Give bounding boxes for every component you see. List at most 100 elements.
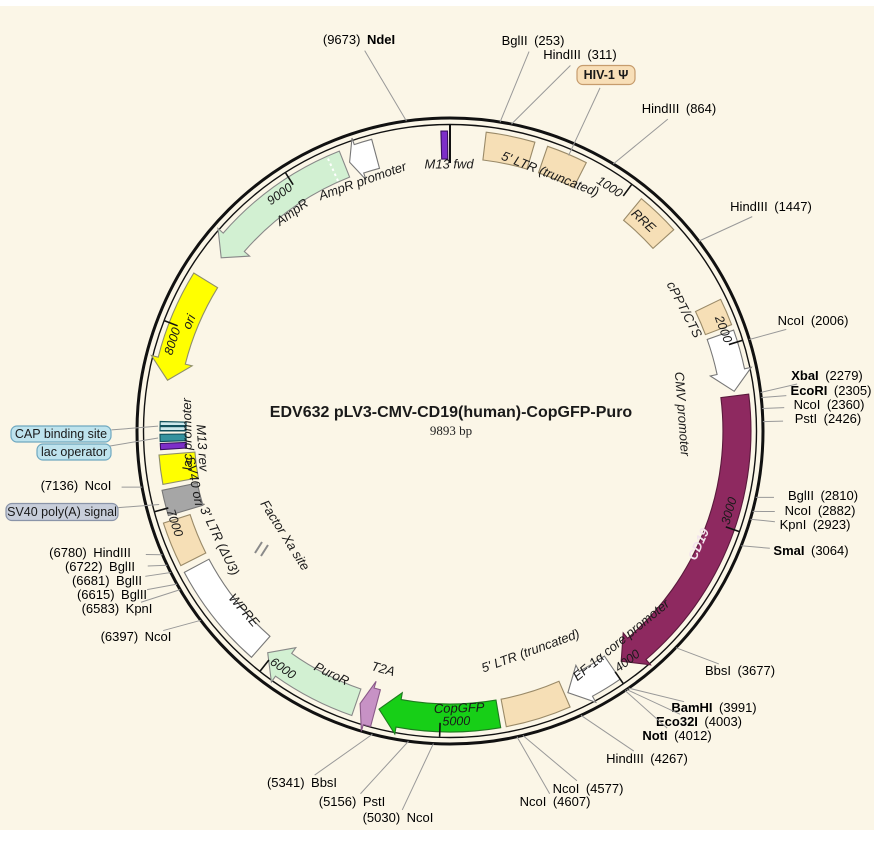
enzyme-site-hindiii-864[interactable]: HindIII (864) (642, 101, 716, 116)
cap-binding-site-label[interactable]: CAP binding site (15, 427, 107, 441)
enzyme-site-hindiii-4267[interactable]: HindIII (4267) (606, 751, 688, 766)
feature-sv40-polya-signal[interactable] (161, 482, 204, 517)
leader-noti-4012 (624, 690, 668, 729)
enzyme-site-ndei-9673[interactable]: (9673) NdeI (323, 32, 395, 47)
feature-cmv-promoter[interactable] (706, 329, 753, 393)
enzyme-site-ncoi-2360[interactable]: NcoI (2360) (794, 397, 865, 412)
leader-lac-operator-label (109, 437, 159, 447)
tick-7000 (154, 507, 169, 513)
leader-hindiii-4267 (580, 714, 635, 752)
enzyme-site-bglii-2810[interactable]: BglII (2810) (788, 488, 858, 503)
leader-ncoi-2006 (749, 328, 787, 340)
sv40-polya-label[interactable]: SV40 poly(A) signal (7, 505, 117, 519)
leader-kpni-6583 (140, 589, 181, 603)
sv40-polya-label-box[interactable] (5, 502, 119, 522)
feature-cppt-cts[interactable] (694, 298, 733, 336)
feature-m13-rev-primer[interactable] (159, 441, 188, 451)
enzyme-site-ncoi-6397[interactable]: (6397) NcoI (101, 629, 172, 644)
feature-ori[interactable] (150, 272, 219, 381)
leader-bamhi-3991 (628, 687, 685, 703)
tick-1000 (622, 184, 633, 197)
feature-rre[interactable] (622, 197, 675, 250)
cap-binding-site-label-box[interactable] (10, 425, 112, 443)
enzyme-site-ncoi-4577[interactable]: NcoI (4577) (553, 781, 624, 796)
feature-5-ltr-truncated-c[interactable] (500, 680, 571, 728)
hiv-1-psi-label[interactable]: HIV-1 Ψ (584, 68, 629, 82)
enzyme-site-xbai-2279[interactable]: XbaI (2279) (791, 368, 863, 383)
lac-operator-label-box[interactable] (36, 443, 112, 461)
enzyme-site-bglii-6681[interactable]: (6681) BglII (72, 573, 142, 588)
feature-ampr-promoter[interactable] (349, 137, 381, 181)
hiv-1-psi-label-box[interactable] (576, 64, 636, 86)
feature-m13-fwd-primer[interactable] (440, 130, 449, 160)
feature-lac-operator[interactable] (159, 433, 187, 443)
leader-bglii-6681 (145, 572, 171, 577)
feature-3-ltr-du3[interactable] (162, 513, 207, 567)
feature-t2a[interactable] (359, 680, 382, 732)
feature-label-copgfp[interactable]: CopGFP (434, 699, 485, 716)
factor-xa-site-icon (254, 541, 263, 554)
enzyme-site-hindiii-311[interactable]: HindIII (311) (543, 47, 616, 62)
enzyme-site-bglii-6615[interactable]: (6615) BglII (77, 587, 147, 602)
feature-cap-binding-site[interactable] (159, 420, 187, 432)
enzyme-site-ncoi-2006[interactable]: NcoI (2006) (778, 313, 849, 328)
leader-smai-3064 (741, 545, 770, 549)
feature-label-m13-rev[interactable]: M13 rev (194, 424, 212, 473)
enzyme-site-eco32i-4003[interactable]: Eco32I (4003) (656, 714, 742, 729)
feature-copgfp[interactable] (378, 691, 502, 736)
tick-8000 (164, 320, 178, 327)
enzyme-site-bamhi-3991[interactable]: BamHI (3991) (671, 700, 756, 715)
enzyme-site-ncoi-2882[interactable]: NcoI (2882) (785, 503, 856, 518)
factor-xa-site-icon (260, 544, 269, 557)
leader-bbsi-5341 (314, 733, 373, 776)
feature-puror[interactable] (267, 646, 362, 717)
enzyme-site-ncoi-7136[interactable]: (7136) NcoI (41, 478, 112, 493)
enzyme-site-bbsi-3677[interactable]: BbsI (3677) (705, 663, 775, 678)
feature-sv40-ori[interactable] (158, 451, 199, 486)
enzyme-site-kpni-2923[interactable]: KpnI (2923) (780, 517, 851, 532)
tick-label-5000: 5000 (442, 714, 470, 729)
tick-4000 (614, 671, 624, 684)
enzyme-site-kpni-6583[interactable]: (6583) KpnI (82, 601, 153, 616)
leader-sv40-polya-label (118, 504, 160, 509)
enzyme-site-psti-5156[interactable]: (5156) PstI (319, 794, 385, 809)
enzyme-site-hindiii-1447[interactable]: HindIII (1447) (730, 199, 812, 214)
enzyme-site-smai-3064[interactable]: SmaI (3064) (773, 543, 848, 558)
leader-ndei-9673 (364, 50, 407, 122)
leader-ecori-2305 (761, 395, 787, 399)
feature-cd19[interactable] (620, 393, 752, 666)
feature-wpre[interactable] (183, 558, 271, 659)
enzyme-site-noti-4012[interactable]: NotI (4012) (642, 728, 711, 743)
enzyme-site-ecori-2305[interactable]: EcoRI (2305) (791, 383, 872, 398)
feature-label-cmv-promoter[interactable]: CMV promoter (672, 371, 693, 457)
enzyme-site-hindiii-6780[interactable]: (6780) HindIII (49, 545, 131, 560)
lac-operator-label[interactable]: lac operator (41, 445, 107, 459)
leader-bglii-6722 (147, 564, 168, 567)
leader-hindiii-864 (612, 118, 669, 165)
feature-ampr[interactable] (217, 150, 351, 259)
tick-3000 (725, 526, 740, 533)
ampr-promoter-boundary (326, 156, 339, 182)
leader-ncoi-2360 (762, 407, 785, 410)
enzyme-site-bglii-253[interactable]: BglII (253) (502, 33, 565, 48)
feature-hiv-1-psi[interactable] (537, 145, 588, 189)
enzyme-site-bglii-6722[interactable]: (6722) BglII (65, 559, 135, 574)
leader-hindiii-1447 (698, 216, 753, 242)
feature-5-ltr-truncated-a[interactable] (482, 131, 536, 170)
leader-ncoi-5030 (401, 743, 434, 811)
leader-ncoi-4577 (522, 735, 578, 782)
enzyme-site-ncoi-5030[interactable]: (5030) NcoI (363, 810, 434, 825)
feature-label-m13-fwd[interactable]: M13 fwd (424, 156, 474, 171)
feature-label-ori[interactable]: ori (179, 311, 199, 331)
leader-bbsi-3677 (675, 647, 720, 665)
enzyme-site-bbsi-5341[interactable]: (5341) BbsI (267, 775, 337, 790)
leader-hindiii-311 (511, 65, 571, 125)
feature-ef-1a-core-promoter[interactable] (567, 655, 621, 704)
enzyme-site-psti-2426[interactable]: PstI (2426) (795, 411, 861, 426)
feature-label-lac-promoter[interactable]: lac promoter (179, 397, 195, 470)
leader-kpni-2923 (750, 518, 775, 523)
enzyme-site-ncoi-4607[interactable]: NcoI (4607) (520, 794, 591, 809)
feature-label-t2a[interactable]: T2A (370, 658, 397, 679)
